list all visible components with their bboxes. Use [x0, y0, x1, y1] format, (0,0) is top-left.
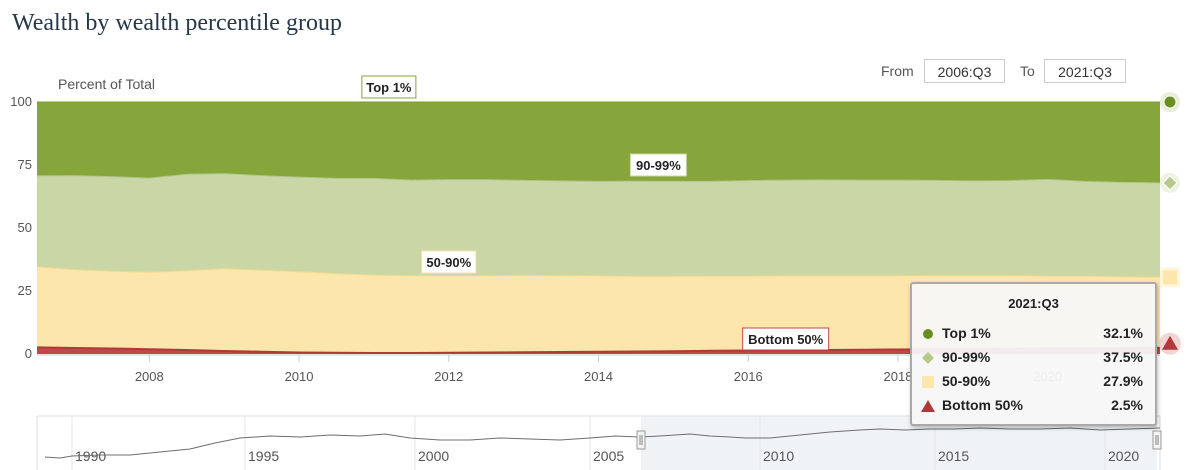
- annotation-50-90: 50-90%: [426, 255, 471, 270]
- annotation-box-50-90: [421, 250, 477, 274]
- tooltip-series-value: 37.5%: [1103, 349, 1143, 365]
- annotation-bottom50: Bottom 50%: [748, 332, 824, 347]
- area-series-0: [37, 347, 1160, 354]
- tooltip-series-value: 27.9%: [1103, 373, 1143, 389]
- annotation-box-bottom50: [742, 327, 830, 351]
- navigator-tick-label: 2015: [938, 448, 969, 464]
- x-tick-label: 2012: [434, 369, 463, 384]
- range-from-input[interactable]: 2006:Q3: [924, 59, 1005, 83]
- area-series-3: [37, 102, 1160, 183]
- series-line-2: [36, 173, 1161, 184]
- area-series-1: [37, 266, 1160, 353]
- annotation-box-90-99: [629, 153, 687, 177]
- annotation-top1: Top 1%: [366, 80, 412, 95]
- tooltip-title: 2021:Q3: [1008, 296, 1059, 311]
- tooltip-series-value: 32.1%: [1103, 325, 1143, 341]
- tooltip-row-50-90: 50-90% 27.9%: [920, 372, 1143, 392]
- annotation-90-99: 90-99%: [636, 158, 681, 173]
- 90-99-end-marker: [1162, 175, 1178, 191]
- data-tooltip: 2021:Q3 Top 1% 32.1% 90-99% 37.5% 50-90%…: [910, 282, 1157, 426]
- 50-90-end-marker: [1163, 270, 1177, 285]
- top1-end-marker: [1163, 95, 1177, 109]
- y-tick-label: 25: [18, 283, 32, 298]
- navigator-right-handle[interactable]: [1152, 430, 1162, 450]
- tooltip-row-top1: Top 1% 32.1%: [920, 324, 1143, 344]
- y-tick-label: 75: [18, 157, 32, 172]
- square-icon: [920, 374, 936, 390]
- tooltip-series-name: Top 1%: [942, 325, 991, 341]
- range-to-label: To: [1020, 63, 1035, 79]
- x-tick-label: 2010: [285, 369, 314, 384]
- x-tick-label: 2014: [584, 369, 613, 384]
- bottom50-end-marker: [1162, 335, 1178, 350]
- tooltip-series-value: 2.5%: [1111, 397, 1143, 413]
- navigator-series-line: [44, 427, 1161, 459]
- range-to-input[interactable]: 2021:Q3: [1044, 59, 1126, 83]
- tooltip-row-bottom50: Bottom 50% 2.5%: [920, 396, 1143, 416]
- tooltip-series-name: Bottom 50%: [942, 397, 1023, 413]
- circle-icon: [920, 326, 936, 342]
- navigator-tick-label: 2000: [418, 448, 449, 464]
- tooltip-series-name: 50-90%: [942, 373, 991, 389]
- x-tick-label: 2016: [734, 369, 763, 384]
- series-line-1: [36, 266, 1161, 278]
- navigator-tick-label: 1995: [248, 448, 279, 464]
- x-tick-label: 2018: [884, 369, 913, 384]
- y-tick-label: 100: [10, 94, 32, 109]
- x-tick-label: 2008: [135, 369, 164, 384]
- navigator-tick-label: 2010: [763, 448, 794, 464]
- diamond-icon: [920, 350, 936, 366]
- page-title: Wealth by wealth percentile group: [12, 10, 342, 36]
- navigator-tick-label: 1990: [75, 448, 106, 464]
- range-from-label: From: [881, 63, 914, 79]
- navigator-tick-label: 2005: [593, 448, 624, 464]
- tooltip-row-90-99: 90-99% 37.5%: [920, 348, 1143, 368]
- area-series-2: [37, 173, 1160, 278]
- y-tick-label: 50: [18, 220, 32, 235]
- annotation-box-top1: [361, 75, 417, 99]
- navigator-tick-label: 2020: [1108, 448, 1139, 464]
- y-tick-label: 0: [25, 346, 32, 361]
- y-axis-title: Percent of Total: [58, 76, 156, 92]
- triangle-icon: [920, 398, 936, 414]
- tooltip-series-name: 90-99%: [942, 349, 991, 365]
- navigator-left-handle[interactable]: [636, 430, 646, 450]
